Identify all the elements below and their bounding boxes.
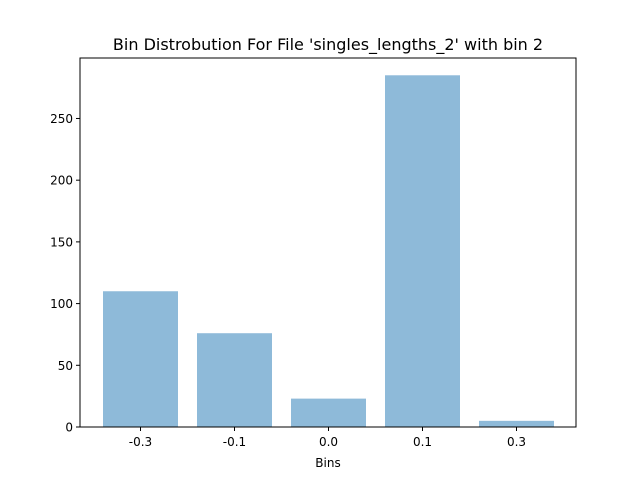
bar xyxy=(197,333,272,427)
y-tick-label: 0 xyxy=(65,421,73,435)
y-tick-label: 50 xyxy=(58,359,73,373)
x-axis-ticks: -0.3 -0.1 0.0 0.1 0.3 xyxy=(129,427,526,449)
x-tick-label: 0.3 xyxy=(507,435,526,449)
y-tick-label: 150 xyxy=(50,235,73,249)
x-tick-label: -0.3 xyxy=(129,435,152,449)
y-tick-label: 200 xyxy=(50,174,73,188)
y-axis-ticks: 0 50 100 150 200 250 xyxy=(50,112,80,435)
bars-layer xyxy=(103,75,554,427)
y-tick-label: 100 xyxy=(50,297,73,311)
bar xyxy=(103,291,178,427)
y-tick-label: 250 xyxy=(50,112,73,126)
x-tick-label: -0.1 xyxy=(223,435,246,449)
bar xyxy=(479,420,554,427)
x-tick-label: 0.1 xyxy=(413,435,432,449)
x-tick-label: 0.0 xyxy=(319,435,338,449)
bar xyxy=(385,75,460,427)
chart-title: Bin Distrobution For File 'singles_lengt… xyxy=(113,35,543,55)
x-axis-label: Bins xyxy=(315,456,340,470)
bar xyxy=(291,398,366,427)
